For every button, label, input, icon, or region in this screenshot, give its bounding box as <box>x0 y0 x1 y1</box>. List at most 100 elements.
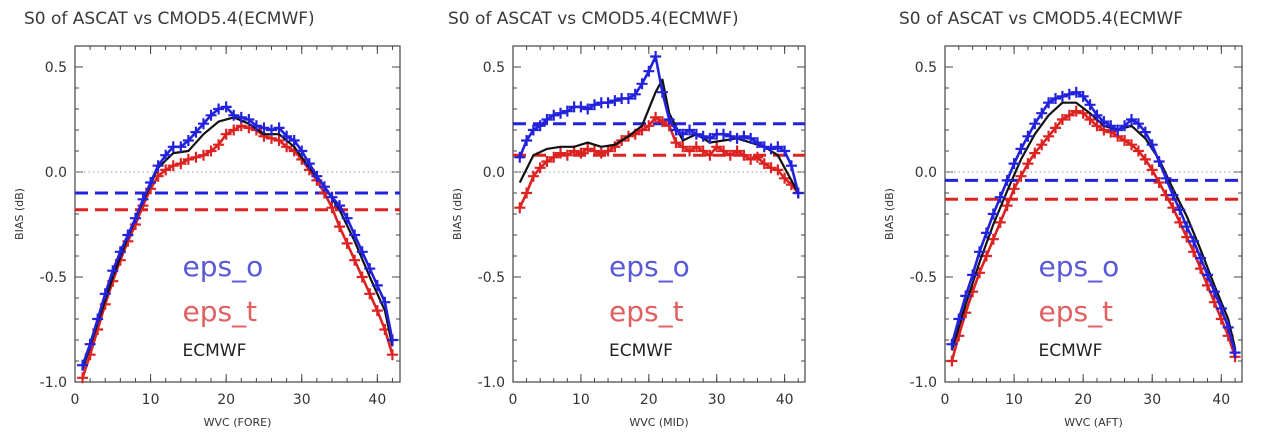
data-point-eps-o <box>785 160 797 172</box>
x-axis-label: WVC (FORE) <box>204 416 272 429</box>
y-tick-label: 0.5 <box>483 60 505 76</box>
data-point-eps-o <box>1063 88 1075 100</box>
data-point-eps-o <box>281 130 293 142</box>
data-point-eps-o <box>636 78 648 90</box>
series-line-eps-t <box>81 124 394 379</box>
data-point-eps-o <box>1195 252 1207 264</box>
data-point-eps-t <box>175 158 187 170</box>
data-point-eps-o <box>296 145 308 157</box>
data-point-eps-t <box>1063 109 1075 121</box>
x-tick-label: 30 <box>1143 392 1161 408</box>
data-point-eps-o <box>953 313 965 325</box>
data-point-eps-o <box>1146 139 1158 151</box>
data-point-eps-o <box>697 130 709 142</box>
data-point-eps-o <box>582 103 594 115</box>
x-tick-label: 40 <box>1212 392 1230 408</box>
data-point-eps-t <box>228 124 240 136</box>
data-point-eps-t <box>670 137 682 149</box>
data-point-eps-o <box>129 212 141 224</box>
data-point-eps-o <box>334 200 346 212</box>
data-point-eps-o <box>1174 204 1186 216</box>
data-point-eps-t <box>182 153 194 165</box>
data-point-eps-t <box>677 141 689 153</box>
data-point-eps-o <box>1125 114 1137 125</box>
data-point-eps-t <box>356 271 368 283</box>
data-point-eps-t <box>704 149 716 161</box>
data-point-eps-o <box>379 296 391 308</box>
y-tick-label: 0.5 <box>45 60 67 76</box>
data-point-eps-o <box>190 126 202 138</box>
data-point-eps-o <box>514 151 526 163</box>
data-point-eps-o <box>1056 90 1068 102</box>
data-point-eps-t <box>602 145 614 157</box>
data-point-eps-o <box>107 265 119 277</box>
data-point-eps-o <box>1015 143 1027 155</box>
data-point-eps-t <box>582 143 594 155</box>
data-point-eps-o <box>303 158 315 170</box>
y-axis-label: BIAS (dB) <box>451 188 464 240</box>
data-point-eps-o <box>1229 347 1241 359</box>
data-point-eps-o <box>724 130 736 142</box>
data-point-eps-t <box>281 141 293 153</box>
data-point-eps-o <box>145 177 157 188</box>
series-line-eps-t <box>950 109 1237 362</box>
data-point-eps-t <box>197 149 209 161</box>
data-point-eps-o <box>318 181 330 193</box>
chart-panel-2: S0 of ASCAT vs CMOD5.4(ECMWF) -1.0 -0.5 0.0… <box>448 9 806 429</box>
data-point-eps-o <box>994 191 1006 203</box>
data-point-eps-t <box>205 145 217 157</box>
data-point-eps-o <box>1188 235 1200 247</box>
legend-eps-t: eps_t <box>609 295 684 328</box>
data-point-eps-o <box>1043 97 1055 109</box>
data-point-eps-t <box>1153 177 1165 188</box>
data-point-eps-t <box>1001 200 1013 212</box>
data-point-eps-t <box>1174 216 1186 228</box>
data-point-eps-t <box>987 233 999 245</box>
data-point-eps-o <box>765 143 777 155</box>
x-tick-label: 40 <box>368 392 386 408</box>
data-point-eps-t <box>77 372 89 384</box>
data-point-eps-t <box>690 141 702 153</box>
chart-title: S0 of ASCAT vs CMOD5.4(ECMWF) <box>448 9 739 29</box>
data-point-eps-t <box>1091 120 1103 132</box>
data-point-eps-t <box>1008 183 1020 195</box>
legend-eps-t: eps_t <box>183 295 258 328</box>
y-tick-label: -0.5 <box>40 270 67 286</box>
data-point-eps-t <box>684 145 696 157</box>
data-point-eps-o <box>1167 189 1179 201</box>
data-point-eps-o <box>534 120 546 132</box>
data-point-eps-o <box>677 128 689 140</box>
data-point-eps-t <box>1119 135 1131 146</box>
data-point-eps-o <box>213 103 225 115</box>
data-point-eps-t <box>561 149 573 161</box>
x-tick-label: 0 <box>71 392 80 408</box>
data-point-eps-t <box>341 237 353 249</box>
data-point-eps-o <box>650 51 662 62</box>
data-point-eps-t <box>1015 170 1027 182</box>
data-point-eps-o <box>1160 172 1172 184</box>
data-point-eps-t <box>697 145 709 157</box>
data-point-eps-o <box>114 246 126 258</box>
series-line-eps-o <box>950 90 1237 353</box>
x-tick-label: 20 <box>1074 392 1092 408</box>
data-point-eps-o <box>980 227 992 239</box>
data-point-eps-t <box>595 147 607 159</box>
data-point-eps-o <box>1112 124 1124 136</box>
data-point-eps-o <box>175 141 187 153</box>
data-point-eps-t <box>738 149 750 161</box>
data-point-eps-t <box>220 128 232 140</box>
data-point-eps-o <box>1008 158 1020 170</box>
data-point-eps-t <box>364 288 376 300</box>
data-point-eps-t <box>1036 139 1048 151</box>
data-point-eps-o <box>228 109 240 121</box>
data-point-eps-o <box>84 338 96 350</box>
data-point-eps-t <box>334 221 346 233</box>
data-point-eps-t <box>731 145 743 157</box>
data-point-eps-t <box>772 164 784 176</box>
data-point-eps-o <box>772 141 784 153</box>
y-axis-label: BIAS (dB) <box>13 188 26 240</box>
plot-frame <box>74 45 401 383</box>
data-point-eps-t <box>555 147 567 159</box>
data-point-eps-t <box>349 254 361 266</box>
data-point-eps-o <box>1153 156 1165 167</box>
